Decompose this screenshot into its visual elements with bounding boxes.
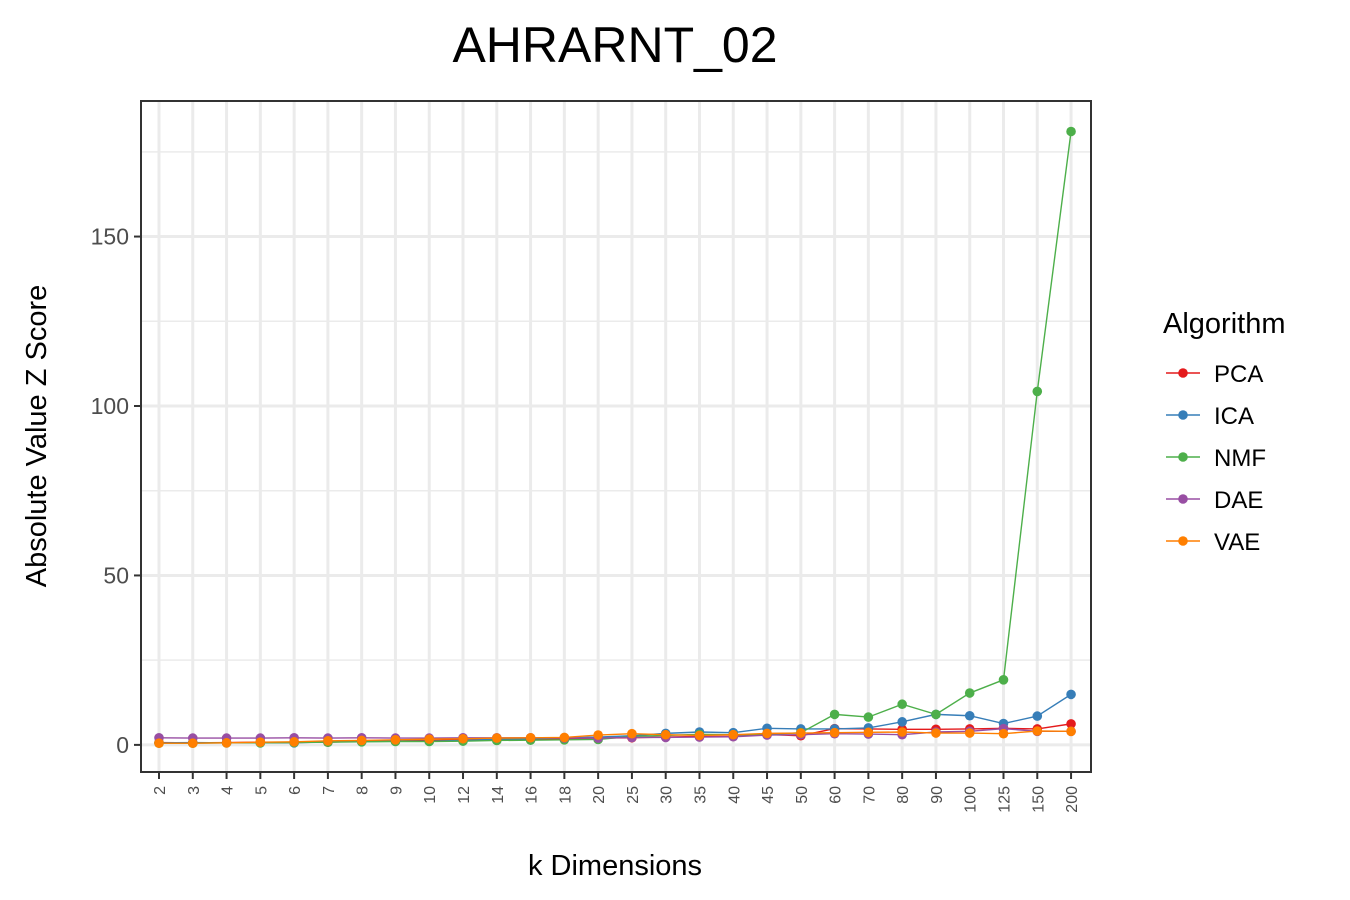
data-point-vae (221, 738, 232, 748)
data-point-vae (492, 733, 502, 743)
y-tick-label: 0 (116, 732, 129, 758)
x-tick-label: 30 (659, 786, 676, 804)
x-tick-label: 45 (760, 786, 777, 804)
x-tick-label: 10 (422, 786, 439, 804)
x-tick-label: 4 (220, 786, 237, 795)
data-point-vae (1066, 726, 1076, 737)
data-point-vae (660, 729, 671, 740)
data-point-ica (964, 710, 975, 721)
legend-title: Algorithm (1163, 308, 1286, 340)
data-point-nmf (863, 712, 874, 722)
x-tick-label: 40 (726, 786, 743, 804)
data-point-vae (694, 730, 705, 741)
x-tick-label: 100 (963, 786, 980, 813)
data-point-vae (762, 728, 772, 739)
plot-border (140, 100, 1092, 773)
x-tick-label: 125 (997, 786, 1014, 813)
x-tick-label: 6 (287, 786, 304, 795)
x-tick-label: 80 (895, 786, 912, 804)
data-point-vae (154, 738, 164, 748)
data-point-vae (728, 729, 739, 740)
data-point-vae (897, 727, 907, 737)
data-point-vae (998, 728, 1009, 739)
legend-key-point (1178, 410, 1188, 420)
data-point-nmf (1066, 126, 1076, 137)
x-tick-label: 14 (490, 786, 507, 804)
x-tick-label: 2 (152, 786, 169, 795)
x-tick-label: 3 (186, 786, 203, 795)
x-axis-title: k Dimensions (528, 850, 702, 882)
data-point-nmf (964, 688, 975, 698)
x-tick-label: 60 (828, 786, 845, 804)
legend-label-dae: DAE (1214, 487, 1263, 514)
x-tick-label: 150 (1030, 786, 1047, 813)
data-point-nmf (829, 709, 840, 720)
legend-label-ica: ICA (1214, 403, 1254, 430)
legend-label-vae: VAE (1214, 529, 1260, 556)
x-tick-label: 7 (321, 786, 338, 795)
x-tick-label: 200 (1064, 786, 1081, 813)
data-point-ica (1032, 711, 1043, 721)
legend-key-point (1178, 452, 1188, 462)
data-point-nmf (998, 675, 1009, 685)
data-point-vae (964, 728, 975, 738)
data-point-vae (390, 735, 401, 745)
chart-title: AHRARNT_02 (452, 17, 777, 73)
data-point-vae (424, 734, 435, 744)
y-tick-label: 100 (91, 393, 129, 419)
data-point-nmf (1032, 386, 1043, 397)
x-tick-label: 9 (388, 786, 405, 795)
x-tick-label: 25 (625, 786, 642, 804)
data-point-vae (863, 727, 874, 738)
data-point-pca (1066, 719, 1076, 729)
data-point-vae (559, 732, 570, 743)
series-line-vae (159, 730, 1072, 744)
data-point-vae (931, 728, 941, 738)
x-tick-label: 16 (524, 786, 541, 804)
y-axis-title: Absolute Value Z Score (21, 285, 53, 588)
x-tick-label: 12 (456, 786, 473, 804)
y-tick-label: 50 (103, 562, 129, 588)
x-tick-label: 50 (794, 786, 811, 804)
data-point-nmf (931, 709, 941, 720)
data-point-vae (525, 732, 536, 743)
data-point-nmf (897, 699, 907, 710)
data-point-vae (187, 738, 198, 748)
x-tick-label: 35 (692, 786, 709, 804)
plot-background (141, 101, 1091, 772)
x-tick-label: 5 (253, 786, 270, 795)
data-point-ica (897, 717, 907, 727)
x-tick-label: 18 (557, 786, 574, 804)
data-point-vae (829, 727, 840, 738)
data-point-vae (323, 736, 333, 746)
x-tick-label: 90 (929, 786, 946, 804)
data-point-vae (627, 728, 637, 739)
x-tick-label: 70 (861, 786, 878, 804)
x-tick-label: 20 (591, 786, 608, 804)
data-point-vae (289, 737, 299, 747)
data-point-vae (255, 737, 266, 747)
x-tick-label: 8 (355, 786, 372, 795)
legend-key-point (1178, 368, 1188, 378)
data-point-vae (356, 735, 367, 746)
data-point-vae (796, 728, 806, 738)
data-point-vae (1032, 726, 1043, 736)
legend-key-point (1178, 494, 1188, 504)
legend: Algorithm PCA ICA NMF DAE VAE (1163, 308, 1286, 556)
legend-label-nmf: NMF (1214, 445, 1266, 472)
data-point-ica (1066, 689, 1076, 700)
y-tick-label: 150 (91, 224, 129, 250)
data-point-vae (593, 730, 603, 740)
data-point-vae (458, 733, 468, 744)
legend-key-point (1178, 536, 1188, 546)
series-line-dae (158, 727, 1072, 739)
legend-label-pca: PCA (1214, 361, 1263, 388)
